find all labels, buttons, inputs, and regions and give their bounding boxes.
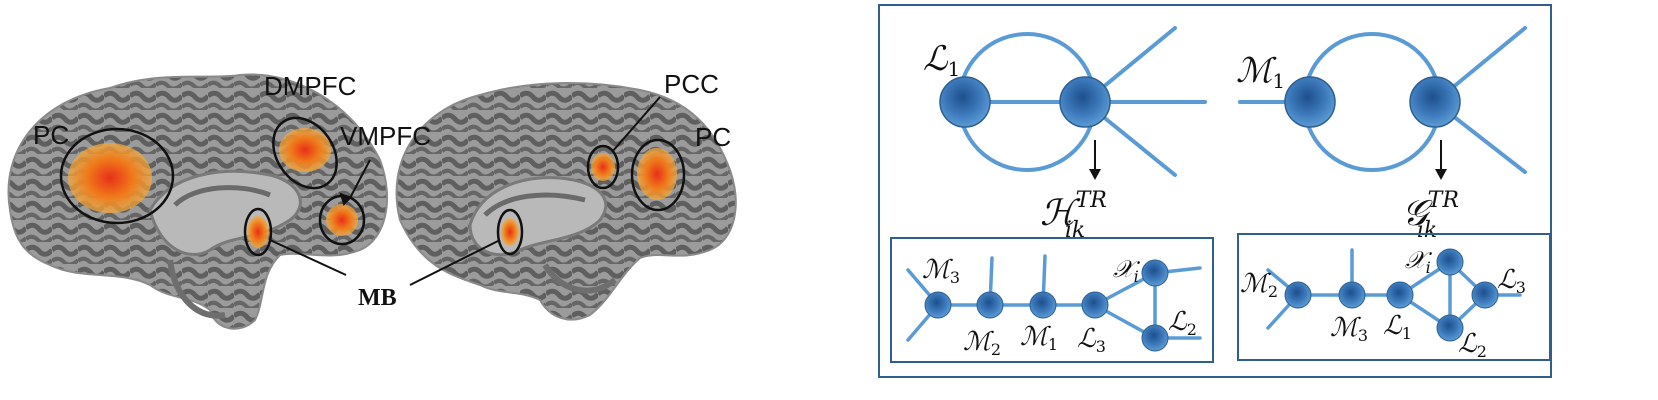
label-m2: ℳ2	[963, 327, 1001, 359]
label-l3: ℒ3	[1077, 324, 1106, 356]
node	[1386, 281, 1414, 309]
label-xi-right: 𝒳i	[1405, 246, 1433, 277]
subgraph-bottom-right: ℳ2 ℳ3 ℒ1 𝒳i ℒ3 ℒ2	[1237, 233, 1551, 361]
roi-outlines	[59, 116, 686, 257]
node	[1141, 259, 1169, 287]
label-mb: MB	[358, 285, 397, 311]
node	[1029, 291, 1057, 319]
node	[1141, 324, 1169, 352]
node	[1081, 291, 1109, 319]
label-l2: ℒ2	[1168, 307, 1197, 339]
node	[976, 291, 1004, 319]
graph-panel: ℒ1 ℋTR ik ℳ1 𝒢TR ik	[878, 4, 1552, 378]
label-xi: 𝒳i	[1113, 255, 1141, 286]
label-m2-right: ℳ2	[1240, 269, 1278, 301]
right-hemisphere	[395, 82, 737, 321]
node	[1284, 76, 1336, 128]
subgraph-bottom-left: ℳ3 ℳ2 ℳ1 ℒ3 𝒳i ℒ2	[890, 237, 1214, 363]
node	[924, 291, 952, 319]
label-m1-small: ℳ1	[1020, 322, 1058, 354]
label-l1-right: ℒ1	[1383, 311, 1412, 343]
label-pc-left: PC	[33, 120, 69, 150]
label-l3-right: ℒ3	[1497, 265, 1526, 297]
node	[1409, 76, 1461, 128]
label-h-tr-ik: ℋTR ik	[1040, 188, 1107, 243]
leader-lines	[269, 96, 661, 286]
node	[1338, 281, 1366, 309]
label-dmpfc: DMPFC	[264, 71, 356, 101]
node	[1436, 314, 1464, 342]
node	[939, 76, 991, 128]
node	[1471, 281, 1499, 309]
label-m3: ℳ3	[922, 255, 960, 287]
label-l2-right: ℒ2	[1458, 329, 1487, 361]
left-hemisphere	[7, 73, 388, 330]
activation-blobs	[68, 128, 677, 248]
label-g-tr-ik: 𝒢TR ik	[1402, 188, 1459, 243]
node	[1284, 281, 1312, 309]
outer-frame	[878, 4, 1552, 378]
node	[1436, 248, 1464, 276]
brain-panel: PC DMPFC VMPFC MB PCC PC	[7, 69, 737, 330]
node	[1059, 76, 1111, 128]
label-vmpfc: VMPFC	[340, 121, 431, 151]
label-m3-right: ℳ3	[1330, 313, 1368, 345]
diagram-top-right: ℳ1 𝒢TR ik	[1236, 26, 1527, 243]
label-l1: ℒ1	[923, 39, 960, 81]
label-pc-right: PC	[695, 122, 731, 152]
label-m1: ℳ1	[1236, 51, 1285, 93]
label-pcc: PCC	[664, 69, 719, 99]
diagram-top-left: ℒ1 ℋTR ik	[923, 26, 1207, 243]
